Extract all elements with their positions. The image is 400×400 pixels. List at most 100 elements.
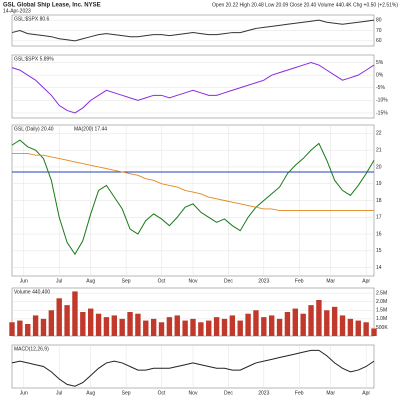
x-tick-label: Mar bbox=[326, 390, 335, 396]
quote: Open 20.22 High 20.48 Low 20.09 Close 20… bbox=[212, 2, 398, 8]
bar bbox=[331, 306, 338, 336]
bar bbox=[87, 308, 94, 336]
x-tick-label: Nov bbox=[189, 278, 198, 284]
y-tick-label: -15% bbox=[376, 110, 388, 116]
bar bbox=[253, 310, 259, 336]
bar bbox=[363, 322, 369, 336]
bar bbox=[198, 322, 204, 336]
bar bbox=[127, 312, 133, 336]
bar bbox=[355, 320, 361, 336]
y-tick-label: 15 bbox=[376, 248, 382, 254]
y-tick-label: 16 bbox=[376, 231, 382, 237]
y-tick-label: 14 bbox=[376, 265, 382, 271]
bar bbox=[32, 315, 39, 336]
bar bbox=[213, 317, 220, 336]
bar bbox=[292, 308, 299, 336]
y-tick-label: 21 bbox=[376, 147, 382, 153]
bar bbox=[111, 315, 118, 336]
bar bbox=[182, 320, 188, 336]
x-tick-label: Oct bbox=[158, 278, 166, 284]
bar bbox=[347, 318, 354, 336]
bar bbox=[56, 298, 62, 336]
legend-entry: GSL (Daily) 20.40 bbox=[14, 126, 54, 132]
y-tick-label: 19 bbox=[376, 181, 382, 187]
x-tick-label: Sep bbox=[122, 278, 131, 284]
y-tick-label: 2.5M bbox=[376, 290, 387, 296]
bar bbox=[64, 305, 70, 336]
x-tick-label: Nov bbox=[189, 390, 198, 396]
x-tick-label: Oct bbox=[158, 390, 166, 396]
x-tick-label: Jul bbox=[56, 278, 62, 284]
bar bbox=[371, 328, 377, 336]
x-tick-label: 2023 bbox=[258, 390, 269, 396]
y-tick-label: 5% bbox=[376, 60, 384, 66]
bar bbox=[237, 320, 243, 336]
legend-entry: MACD(12,26,9) bbox=[14, 346, 49, 352]
panel bbox=[11, 54, 375, 119]
bar bbox=[9, 322, 15, 336]
bar bbox=[229, 315, 236, 336]
y-tick-label: 500K bbox=[376, 325, 388, 331]
line-series bbox=[11, 19, 375, 42]
bar bbox=[95, 313, 102, 336]
x-tick-label: Apr bbox=[362, 278, 370, 284]
bar bbox=[40, 318, 47, 336]
bar bbox=[166, 317, 173, 336]
bar bbox=[245, 313, 251, 336]
y-tick-label: 2.0M bbox=[376, 299, 387, 305]
bar bbox=[25, 324, 31, 336]
legend-entry: GSL:$SPX 5.89% bbox=[14, 56, 54, 62]
bar bbox=[221, 318, 228, 336]
bar bbox=[316, 300, 322, 336]
y-tick-label: 22 bbox=[376, 131, 382, 137]
bar bbox=[206, 320, 212, 336]
bar bbox=[268, 315, 275, 336]
x-tick-label: Mar bbox=[326, 278, 335, 284]
legend-entry: GSL:$SPX 80.6 bbox=[14, 16, 50, 22]
y-tick-label: 1.5M bbox=[376, 308, 387, 314]
bar bbox=[308, 305, 314, 336]
x-tick-label: 2023 bbox=[258, 278, 269, 284]
date: 14-Apr-2023 bbox=[3, 8, 31, 14]
bar bbox=[150, 318, 157, 336]
line-series bbox=[11, 349, 375, 387]
y-tick-label: 70 bbox=[376, 28, 382, 34]
line-series bbox=[11, 62, 375, 114]
x-tick-label: Aug bbox=[86, 390, 95, 396]
x-tick-label: Sep bbox=[122, 390, 131, 396]
line-series bbox=[11, 139, 375, 256]
x-tick-label: Dec bbox=[224, 390, 233, 396]
x-tick-label: Feb bbox=[295, 278, 304, 284]
bar bbox=[339, 315, 346, 336]
x-tick-label: Jun bbox=[20, 278, 28, 284]
bar bbox=[190, 318, 196, 336]
x-tick-label: Jun bbox=[20, 390, 28, 396]
bar bbox=[143, 320, 149, 336]
y-tick-label: 60 bbox=[376, 38, 382, 44]
line-series bbox=[12, 153, 374, 212]
y-tick-label: -10% bbox=[376, 98, 388, 104]
bar bbox=[48, 310, 55, 336]
y-tick-label: 20 bbox=[376, 164, 382, 170]
bar bbox=[284, 312, 291, 336]
y-tick-label: 18 bbox=[376, 198, 382, 204]
bar bbox=[174, 315, 180, 336]
legend-entry: MA(200) 17.44 bbox=[74, 126, 107, 132]
bar bbox=[135, 313, 141, 336]
legend-entry: Volume 440,400 bbox=[14, 289, 50, 295]
x-tick-label: Aug bbox=[86, 278, 95, 284]
x-tick-label: Jul bbox=[56, 390, 62, 396]
y-tick-label: 17 bbox=[376, 215, 382, 221]
bar bbox=[158, 322, 165, 336]
x-tick-label: Apr bbox=[362, 390, 370, 396]
x-tick-label: Feb bbox=[295, 390, 304, 396]
x-tick-label: Dec bbox=[224, 278, 233, 284]
bar bbox=[324, 310, 330, 336]
symbol: GSL Global Ship Lease, Inc. NYSE bbox=[3, 3, 101, 9]
bar bbox=[80, 312, 86, 336]
y-tick-label: 80 bbox=[376, 17, 382, 23]
bar bbox=[72, 291, 78, 336]
bar bbox=[103, 317, 110, 336]
bar bbox=[261, 317, 267, 336]
